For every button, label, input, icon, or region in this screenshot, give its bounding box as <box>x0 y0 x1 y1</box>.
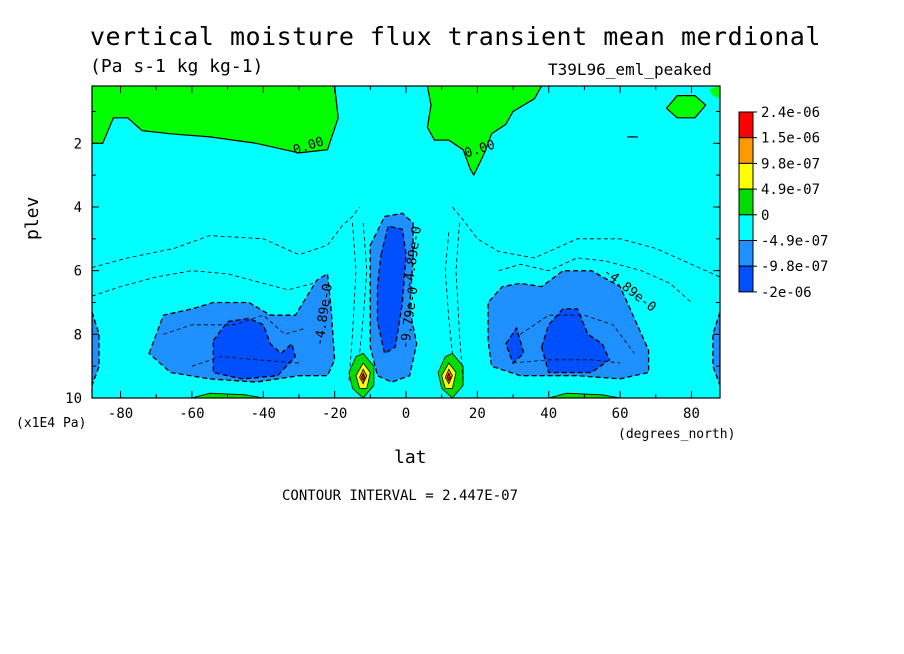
contour-outline-13 <box>348 352 375 398</box>
contour-outline-6 <box>369 212 418 383</box>
x-tick-label: -40 <box>251 406 276 422</box>
dashed-contour-2 <box>92 270 314 297</box>
dashed-contour-4 <box>359 222 368 354</box>
colorbar-label: 4.9e-07 <box>761 182 820 198</box>
contour-outline-22 <box>548 392 621 398</box>
x-axis-label: lat <box>394 447 427 468</box>
contour-outline-20 <box>446 372 452 382</box>
contour-outline-16 <box>360 372 366 382</box>
contour-outline-15 <box>359 368 368 385</box>
contour-outline-18 <box>441 362 457 389</box>
contour-outline-17 <box>437 352 464 398</box>
contour-outline-14 <box>355 362 371 389</box>
colorbar-swatch <box>738 111 754 139</box>
y-tick-label: 6 <box>74 264 82 280</box>
contour-interval-note: CONTOUR INTERVAL = 2.447E-07 <box>282 488 519 504</box>
contour-region-3 <box>709 86 720 99</box>
x-tick-label: 60 <box>612 406 629 422</box>
chart-title: vertical moisture flux transient mean me… <box>90 22 821 51</box>
contour-region-1 <box>427 86 542 176</box>
dashed-contour-11 <box>512 359 621 364</box>
dashed-contour-1 <box>452 206 720 278</box>
colorbar-swatch <box>738 188 754 216</box>
contour-outline-5 <box>148 272 336 383</box>
dashed-contour-10 <box>519 314 635 354</box>
contour-region-11 <box>505 328 524 363</box>
contour-outline-12 <box>540 308 611 374</box>
colorbar-label: 1.5e-06 <box>761 131 820 147</box>
x-tick-label: -60 <box>179 406 204 422</box>
x-tick-label: 20 <box>469 406 486 422</box>
y-tick-label: 8 <box>74 327 82 343</box>
contour-outline-11 <box>505 326 525 365</box>
dashed-contour-5 <box>455 222 464 383</box>
dashed-contour-3 <box>348 222 357 383</box>
colorbar-label: 2.4e-06 <box>761 105 820 121</box>
y-axis-units: (x1E4 Pa) <box>16 416 87 431</box>
x-tick-label: 0 <box>402 406 410 422</box>
colorbar-swatch <box>738 137 754 164</box>
x-tick-label: 80 <box>683 406 700 422</box>
y-tick-label: 4 <box>74 200 82 216</box>
dashed-contour-8 <box>163 314 307 335</box>
colorbar-label: 9.8e-07 <box>761 156 820 172</box>
dashed-contour-9 <box>191 356 300 367</box>
chart-subtitle: (Pa s-1 kg kg-1) <box>90 56 264 77</box>
dataset-label: T39L96_eml_peaked <box>548 60 712 79</box>
contour-region-2 <box>666 95 706 118</box>
colorbar-label: 0 <box>761 208 769 224</box>
x-axis-units: (degrees_north) <box>618 427 736 442</box>
y-tick-label: 2 <box>74 136 82 152</box>
contour-region-12 <box>541 308 610 373</box>
y-tick-label: 10 <box>65 391 82 407</box>
colorbar-swatch <box>738 162 754 190</box>
zero-contour-2 <box>666 94 707 119</box>
x-tick-label: -80 <box>108 406 133 422</box>
zero-contour-0 <box>92 86 339 154</box>
contour-region-0 <box>92 86 339 153</box>
contour-outline-7 <box>487 270 650 380</box>
contour-outline-19 <box>444 368 453 385</box>
colorbar-label: -2e-06 <box>761 285 812 301</box>
contour-outline-9 <box>212 317 297 380</box>
colorbar-swatch <box>738 240 754 267</box>
colorbar-label: -9.8e-07 <box>761 259 828 275</box>
x-tick-label: -20 <box>322 406 347 422</box>
contour-outline-21 <box>191 392 264 398</box>
dashed-contour-0 <box>92 206 360 268</box>
colorbar-swatch <box>738 214 754 242</box>
zero-contour-1 <box>426 86 543 177</box>
contour-region-9 <box>213 318 296 379</box>
colorbar-swatch <box>738 265 754 293</box>
contour-outline-10 <box>376 225 407 355</box>
x-tick-label: 40 <box>540 406 557 422</box>
colorbar-label: -4.9e-07 <box>761 234 828 250</box>
